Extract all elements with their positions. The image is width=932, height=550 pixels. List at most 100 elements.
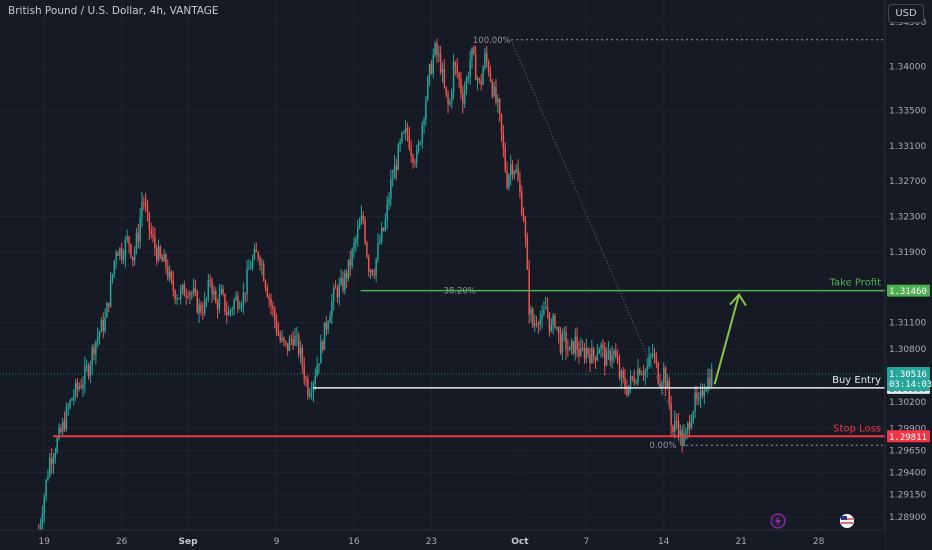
candle-body (374, 275, 376, 276)
candle-body (357, 229, 359, 239)
candle-body (580, 348, 582, 356)
candle-body (407, 128, 409, 134)
candle-body (372, 270, 374, 275)
fib-trendline[interactable] (511, 40, 686, 445)
candle-body (504, 148, 506, 171)
candle-body (552, 316, 554, 325)
candle-body (178, 298, 180, 299)
candle-body (523, 215, 525, 222)
candle-body (366, 243, 368, 257)
candle-body (681, 430, 683, 446)
candle-body (303, 366, 305, 380)
candle-body (431, 64, 433, 73)
candle-body (672, 426, 674, 432)
candle-body (97, 337, 99, 342)
candle-body (645, 370, 647, 375)
candle-body (449, 102, 451, 105)
time-axis[interactable]: 19 26 Sep 9 16 23 Oct 7 14 21 28 (0, 530, 885, 550)
candle-body (331, 301, 333, 316)
candle-body (390, 179, 392, 199)
candle-body (704, 391, 706, 396)
candle-body (252, 259, 254, 268)
time-tick: 23 (426, 537, 437, 547)
candle-body (521, 192, 523, 215)
candle-body (578, 349, 580, 355)
price-axis[interactable]: 1.34500 1.34000 1.33500 1.33100 1.32700 1.323… (885, 0, 932, 550)
candle-body (141, 202, 143, 218)
candle-body (195, 288, 197, 291)
candle-body (576, 337, 578, 350)
candle-body (475, 54, 477, 80)
candle-body (434, 43, 436, 55)
candle-body (510, 165, 512, 176)
candle-body (501, 114, 503, 132)
candle-body (233, 300, 235, 309)
candle-body (289, 339, 291, 351)
candle-body (689, 423, 691, 428)
candle-body (125, 240, 127, 258)
candle-body (600, 345, 602, 349)
price-tick: 1.29650 (889, 447, 926, 457)
candle-body (693, 412, 695, 421)
candle-body (320, 342, 322, 364)
candle-body (209, 280, 211, 281)
candle-body (340, 278, 342, 283)
candle-body (265, 281, 267, 288)
candle-body (705, 389, 707, 391)
candle-body (184, 285, 186, 296)
candle-body (350, 259, 352, 265)
candle-body (95, 341, 97, 354)
candle-body (93, 347, 95, 354)
candle-body (486, 53, 488, 62)
candle-body (543, 309, 545, 314)
candle-body (420, 142, 422, 143)
price-tick: 1.34000 (889, 62, 926, 72)
candle-body (392, 179, 394, 180)
candle-body (375, 259, 377, 276)
candle-body (493, 86, 495, 95)
candle-body (571, 341, 573, 347)
candle-body (126, 236, 128, 239)
candle-body (339, 284, 341, 297)
candle-body (230, 310, 232, 311)
candle-body (248, 269, 250, 270)
candle-body (691, 421, 693, 428)
candle-body (423, 119, 425, 124)
candle-body (536, 324, 538, 325)
candle-body (565, 332, 567, 349)
candle-body (150, 230, 152, 234)
price-tick: 1.31900 (889, 248, 926, 258)
candle-body (541, 314, 543, 319)
candle-body (480, 80, 482, 84)
candle-body (222, 289, 224, 294)
candle-body (84, 366, 86, 384)
candle-body (709, 378, 711, 387)
candle-body (646, 366, 648, 370)
candle-body (79, 387, 81, 389)
target-arrow[interactable] (715, 295, 739, 385)
candle-body (268, 297, 270, 299)
buy-entry-label: Buy Entry (832, 375, 881, 386)
candle-body (287, 343, 289, 351)
candle-body (226, 312, 228, 315)
candle-body (455, 62, 457, 66)
candle-body (661, 382, 663, 387)
price-tick: 1.32300 (889, 212, 926, 222)
candle-body (442, 69, 444, 72)
candle-body (460, 79, 462, 94)
candle-body (534, 324, 536, 326)
currency-button[interactable]: USD (888, 4, 924, 23)
candle-body (121, 248, 123, 259)
candle-body (458, 74, 460, 80)
candle-body (42, 515, 44, 524)
time-tick: 14 (658, 537, 670, 547)
time-tick: Sep (179, 537, 199, 547)
candle-body (586, 348, 588, 358)
candle-body (165, 255, 167, 268)
drawings[interactable]: 100.00% 0.00% 38.20% Take Profit Buy Entry St… (0, 36, 885, 451)
candle-body (204, 300, 206, 313)
candle-body (115, 253, 117, 261)
candle-body (438, 54, 440, 55)
candle-body (257, 252, 259, 258)
